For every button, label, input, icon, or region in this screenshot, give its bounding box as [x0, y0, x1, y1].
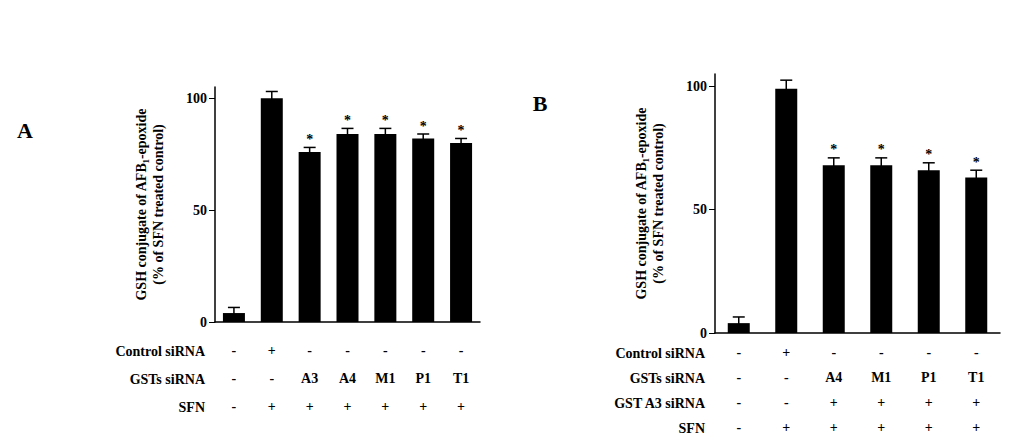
svg-text:+: +: [344, 399, 352, 414]
svg-text:-: -: [974, 345, 979, 360]
svg-text:0: 0: [200, 315, 207, 330]
svg-text:(% of SFN treated control): (% of SFN treated control): [651, 123, 667, 284]
svg-text:-: -: [736, 345, 741, 360]
svg-text:-: -: [232, 371, 237, 386]
svg-text:P1: P1: [921, 370, 937, 385]
svg-text:*: *: [306, 132, 313, 147]
svg-text:+: +: [925, 420, 933, 435]
svg-text:A: A: [17, 118, 33, 143]
svg-text:+: +: [877, 395, 885, 410]
svg-text:+: +: [381, 399, 389, 414]
svg-text:+: +: [782, 420, 790, 435]
svg-text:B: B: [533, 91, 548, 116]
svg-text:M1: M1: [375, 371, 395, 386]
svg-text:T1: T1: [968, 370, 984, 385]
svg-text:0: 0: [700, 326, 707, 341]
svg-text:50: 50: [693, 202, 707, 217]
svg-text:GSTs siRNA: GSTs siRNA: [630, 371, 706, 386]
svg-text:*: *: [382, 113, 389, 128]
svg-text:-: -: [421, 343, 426, 358]
svg-text:+: +: [306, 399, 314, 414]
svg-text:GSTs siRNA: GSTs siRNA: [130, 372, 206, 387]
svg-text:+: +: [972, 420, 980, 435]
svg-text:-: -: [736, 395, 741, 410]
svg-text:-: -: [345, 343, 350, 358]
svg-text:50: 50: [193, 203, 207, 218]
svg-text:-: -: [736, 420, 741, 435]
svg-text:100: 100: [186, 91, 207, 106]
svg-text:*: *: [344, 113, 351, 128]
svg-text:*: *: [925, 147, 932, 162]
svg-text:-: -: [459, 343, 464, 358]
svg-text:-: -: [269, 371, 274, 386]
svg-text:-: -: [232, 343, 237, 358]
svg-text:+: +: [268, 343, 276, 358]
svg-text:*: *: [830, 142, 837, 157]
svg-text:+: +: [419, 399, 427, 414]
svg-text:A4: A4: [825, 370, 842, 385]
svg-text:*: *: [458, 123, 465, 138]
svg-text:A4: A4: [339, 371, 356, 386]
svg-text:SFN: SFN: [179, 400, 205, 415]
svg-text:+: +: [972, 395, 980, 410]
svg-text:-: -: [784, 395, 789, 410]
svg-text:GSH conjugate of AFB₁-epoxide: GSH conjugate of AFB₁-epoxide: [134, 108, 149, 300]
svg-text:-: -: [307, 343, 312, 358]
svg-text:*: *: [973, 155, 980, 170]
svg-text:+: +: [268, 399, 276, 414]
svg-text:+: +: [782, 345, 790, 360]
svg-text:-: -: [879, 345, 884, 360]
svg-text:+: +: [457, 399, 465, 414]
svg-text:+: +: [830, 420, 838, 435]
svg-text:*: *: [420, 119, 427, 134]
svg-text:+: +: [830, 395, 838, 410]
svg-text:P1: P1: [415, 371, 431, 386]
svg-text:-: -: [736, 370, 741, 385]
svg-text:(% of SFN treated control): (% of SFN treated control): [151, 124, 167, 285]
svg-text:GSH conjugate of AFB₁-epoxide: GSH conjugate of AFB₁-epoxide: [634, 107, 649, 299]
svg-text:SFN: SFN: [679, 421, 705, 436]
svg-text:-: -: [831, 345, 836, 360]
svg-text:Control siRNA: Control siRNA: [615, 346, 705, 361]
svg-text:-: -: [232, 399, 237, 414]
svg-text:A3: A3: [301, 371, 318, 386]
svg-text:*: *: [878, 142, 885, 157]
svg-text:-: -: [383, 343, 388, 358]
svg-text:+: +: [877, 420, 885, 435]
svg-text:Control siRNA: Control siRNA: [115, 344, 205, 359]
svg-text:GST A3 siRNA: GST A3 siRNA: [614, 396, 706, 411]
svg-text:+: +: [925, 395, 933, 410]
svg-text:100: 100: [686, 79, 707, 94]
svg-text:-: -: [926, 345, 931, 360]
svg-text:M1: M1: [871, 370, 891, 385]
svg-text:-: -: [784, 370, 789, 385]
svg-text:T1: T1: [453, 371, 469, 386]
